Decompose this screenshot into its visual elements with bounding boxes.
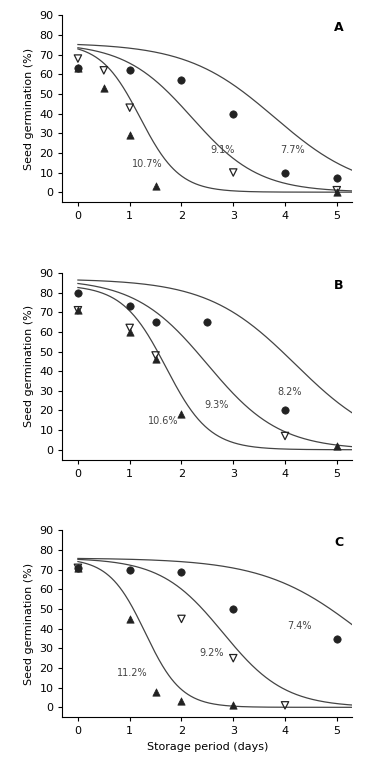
Text: 9.3%: 9.3%	[205, 400, 229, 410]
Point	[334, 184, 340, 196]
Point	[282, 700, 288, 712]
Point	[127, 564, 132, 576]
Point	[230, 700, 236, 712]
Text: 7.7%: 7.7%	[280, 145, 305, 155]
Text: 7.4%: 7.4%	[288, 621, 312, 630]
Y-axis label: Seed germination (%): Seed germination (%)	[24, 563, 34, 685]
Point	[75, 62, 81, 74]
Text: 9.1%: 9.1%	[210, 145, 234, 155]
Point	[178, 565, 184, 578]
Point	[178, 613, 184, 625]
Point	[282, 430, 288, 442]
Point	[178, 408, 184, 420]
Point	[153, 180, 159, 193]
Point	[153, 316, 159, 328]
Point	[75, 561, 81, 574]
Point	[75, 304, 81, 316]
Point	[282, 404, 288, 416]
Point	[75, 62, 81, 74]
Point	[178, 74, 184, 87]
Point	[101, 64, 107, 77]
Text: 10.7%: 10.7%	[132, 159, 163, 169]
Point	[334, 633, 340, 645]
Y-axis label: Seed germination (%): Seed germination (%)	[24, 48, 34, 170]
Point	[127, 64, 132, 77]
Point	[75, 561, 81, 574]
Point	[334, 439, 340, 452]
Text: 10.6%: 10.6%	[148, 416, 178, 426]
Point	[230, 603, 236, 615]
Text: 9.2%: 9.2%	[200, 648, 224, 658]
X-axis label: Storage period (days): Storage period (days)	[147, 742, 268, 752]
Text: A: A	[334, 21, 344, 34]
Point	[178, 696, 184, 708]
Point	[153, 354, 159, 366]
Point	[230, 166, 236, 179]
Point	[153, 349, 159, 361]
Point	[127, 326, 132, 338]
Point	[75, 561, 81, 574]
Text: B: B	[334, 278, 344, 291]
Point	[75, 304, 81, 316]
Point	[334, 186, 340, 199]
Text: C: C	[334, 536, 344, 549]
Point	[127, 322, 132, 334]
Point	[230, 107, 236, 120]
Point	[204, 316, 210, 328]
Point	[334, 173, 340, 185]
Point	[75, 286, 81, 298]
Point	[127, 129, 132, 141]
Y-axis label: Seed germination (%): Seed germination (%)	[24, 305, 34, 427]
Text: 11.2%: 11.2%	[117, 668, 148, 678]
Point	[127, 613, 132, 625]
Text: 8.2%: 8.2%	[277, 387, 302, 397]
Point	[75, 52, 81, 64]
Point	[153, 686, 159, 698]
Point	[230, 652, 236, 664]
Point	[101, 82, 107, 94]
Point	[127, 101, 132, 114]
Point	[282, 166, 288, 179]
Point	[127, 300, 132, 312]
